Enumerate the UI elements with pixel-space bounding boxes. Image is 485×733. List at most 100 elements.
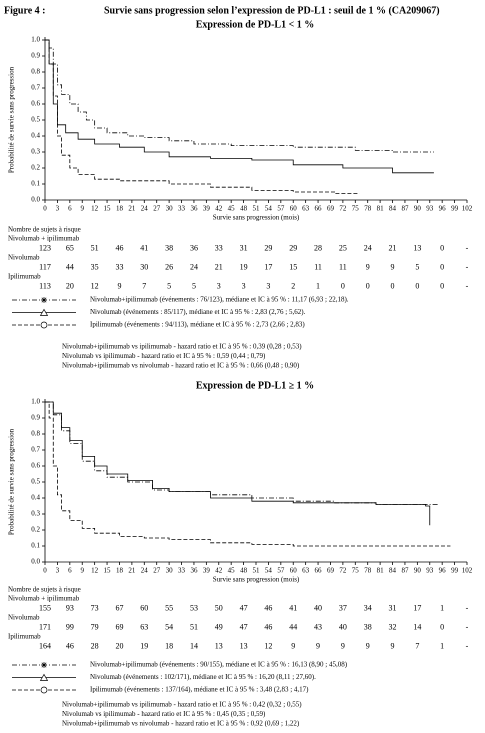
risk-count: 53	[190, 603, 198, 612]
survival-curve	[45, 401, 439, 506]
risk-count: 35	[91, 262, 99, 271]
x-tick-label: 45	[228, 205, 236, 213]
risk-count: 13	[413, 243, 421, 252]
risk-count: 2	[291, 281, 295, 290]
risk-count: 9	[391, 262, 395, 271]
risk-count: 41	[140, 243, 148, 252]
x-tick-label: 39	[203, 567, 211, 575]
y-tick-label: 0.6	[31, 100, 40, 108]
legend-label: Nivolumab (événements : 85/117), médiane…	[90, 308, 306, 316]
risk-count: 9	[391, 641, 395, 650]
y-tick-label: 0.7	[31, 446, 40, 454]
figure-label: Figure 4 :	[4, 5, 45, 16]
risk-count: 7	[142, 281, 146, 290]
x-tick-label: 15	[104, 567, 112, 575]
x-tick-label: 6	[68, 205, 72, 213]
risk-count: 32	[389, 622, 397, 631]
risk-count: 38	[165, 243, 173, 252]
risk-count: 0	[391, 281, 395, 290]
risk-count: 9	[117, 281, 121, 290]
y-tick-label: 0.0	[31, 196, 40, 204]
legend-marker	[41, 297, 47, 303]
risk-count: 44	[289, 622, 297, 631]
risk-count: 33	[115, 262, 123, 271]
risk-count: 13	[240, 641, 248, 650]
y-tick-label: 0.1	[31, 542, 40, 550]
risk-count: 24	[190, 262, 198, 271]
x-tick-label: 27	[153, 205, 161, 213]
x-tick-label: 84	[389, 205, 397, 213]
risk-group-name: Ipilimumab	[8, 633, 41, 641]
risk-count: 44	[66, 262, 74, 271]
x-tick-label: 54	[265, 205, 273, 213]
risk-count: 24	[364, 243, 372, 252]
risk-count: 155	[39, 603, 51, 612]
x-tick-label: 0	[43, 205, 47, 213]
risk-count: -	[466, 641, 469, 650]
y-tick-label: 0.6	[31, 462, 40, 470]
risk-count: 46	[115, 243, 123, 252]
y-tick-label: 0.2	[31, 526, 40, 534]
legend-label: Nivolumab+ipilimumab (événements : 76/12…	[90, 296, 349, 304]
x-tick-label: 9	[80, 205, 84, 213]
risk-count: 19	[140, 641, 148, 650]
y-tick-label: 0.2	[31, 164, 40, 172]
x-tick-label: 102	[462, 567, 473, 575]
y-tick-label: 0.3	[31, 148, 40, 156]
risk-count: 25	[339, 243, 347, 252]
y-tick-label: 0.5	[31, 478, 40, 486]
x-tick-label: 15	[104, 205, 112, 213]
x-tick-label: 30	[166, 205, 174, 213]
survival-curve	[45, 401, 451, 547]
x-tick-label: 63	[302, 567, 310, 575]
risk-count: 9	[341, 641, 345, 650]
y-tick-label: 0.5	[31, 116, 40, 124]
risk-count: 73	[91, 603, 99, 612]
risk-count: 41	[289, 603, 297, 612]
risk-count: 5	[192, 281, 196, 290]
hazard-ratio: Nivolumab+ipilimumab vs ipilimumab - haz…	[62, 343, 302, 351]
risk-count: 37	[339, 603, 347, 612]
survival-curve	[45, 401, 431, 526]
risk-count: 17	[413, 603, 421, 612]
x-tick-label: 39	[203, 205, 211, 213]
legend-marker	[40, 321, 48, 329]
risk-count: 0	[341, 281, 345, 290]
x-tick-label: 27	[153, 567, 161, 575]
risk-count: 40	[314, 603, 322, 612]
risk-count: 38	[364, 622, 372, 631]
x-tick-label: 66	[315, 567, 323, 575]
risk-count: 54	[165, 622, 173, 631]
y-tick-label: 0.9	[31, 52, 40, 60]
risk-count: 12	[91, 281, 99, 290]
x-tick-label: 21	[128, 205, 136, 213]
x-tick-label: 9	[80, 567, 84, 575]
risk-count: 46	[264, 622, 272, 631]
risk-count: 0	[440, 281, 444, 290]
risk-count: 30	[140, 262, 148, 271]
x-tick-label: 66	[315, 205, 323, 213]
risk-count: 67	[115, 603, 123, 612]
y-tick-label: 0.7	[31, 84, 40, 92]
y-tick-label: 0.8	[31, 430, 40, 438]
x-tick-label: 30	[166, 567, 174, 575]
risk-count: 69	[115, 622, 123, 631]
risk-count: 12	[264, 641, 272, 650]
y-tick-label: 0.3	[31, 510, 40, 518]
risk-group-name: Ipilimumab	[8, 273, 41, 281]
risk-count: 29	[264, 243, 272, 252]
hazard-ratio: Nivolumab vs ipilimumab - hazard ratio e…	[62, 710, 266, 718]
x-tick-label: 48	[240, 567, 248, 575]
x-tick-label: 90	[414, 567, 422, 575]
risk-count: 20	[66, 281, 74, 290]
x-tick-label: 99	[451, 567, 459, 575]
risk-count: 21	[389, 243, 397, 252]
risk-count: 117	[39, 262, 51, 271]
risk-count: 3	[266, 281, 270, 290]
x-tick-label: 93	[426, 567, 434, 575]
x-tick-label: 90	[414, 205, 422, 213]
risk-count: 28	[314, 243, 322, 252]
risk-count: 40	[339, 622, 347, 631]
risk-count: 0	[440, 243, 444, 252]
